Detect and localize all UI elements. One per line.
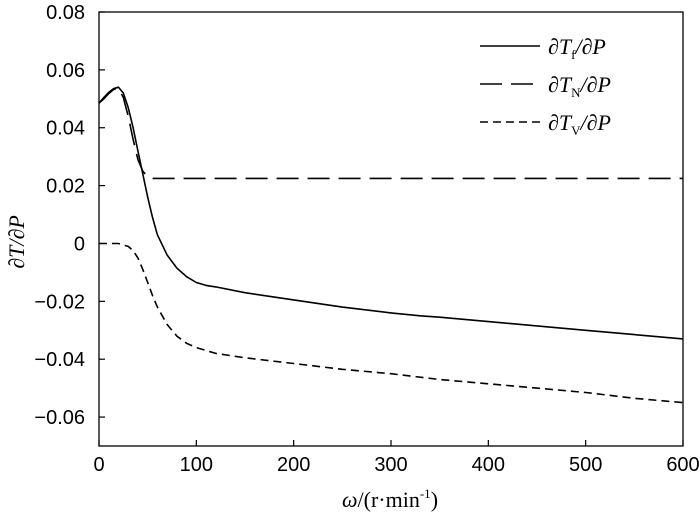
x-tick-label: 600 (666, 454, 699, 476)
x-tick-label: 400 (472, 454, 505, 476)
y-tick-label: 0 (74, 233, 85, 255)
y-tick-label: 0.04 (46, 118, 85, 140)
y-tick-label: 0.06 (46, 60, 85, 82)
chart-legend: ∂Tf/∂P ∂TN/∂P ∂TV/∂P (480, 34, 611, 138)
legend-label-1: ∂Tf/∂P (548, 34, 606, 62)
x-tick-label: 500 (569, 454, 602, 476)
x-tick-label: 100 (180, 454, 213, 476)
y-tick-label: 0.08 (46, 2, 85, 24)
series-line-3 (99, 242, 684, 404)
y-tick-label: −0.04 (34, 349, 85, 371)
y-axis-ticks: 0.08 0.06 0.04 0.02 0 −0.02 −0.04 −0.06 (34, 2, 105, 429)
y-tick-label: −0.02 (34, 291, 85, 313)
series-layer (98, 86, 684, 404)
legend-label-2: ∂TN/∂P (548, 72, 611, 100)
y-axis-title: ∂T/∂P (4, 215, 29, 269)
y-tick-label: 0.02 (46, 176, 85, 198)
series-line-2 (98, 87, 683, 180)
x-axis-ticks: 0 100 200 300 400 500 600 (93, 440, 700, 476)
x-tick-label: 200 (277, 454, 310, 476)
x-tick-label: 300 (374, 454, 407, 476)
y-tick-label: −0.06 (34, 407, 85, 429)
series-line-1 (98, 86, 684, 340)
x-axis-title: ω/(r·min-1) (342, 486, 438, 512)
x-tick-label: 0 (93, 454, 104, 476)
legend-label-3: ∂TV/∂P (548, 110, 611, 138)
